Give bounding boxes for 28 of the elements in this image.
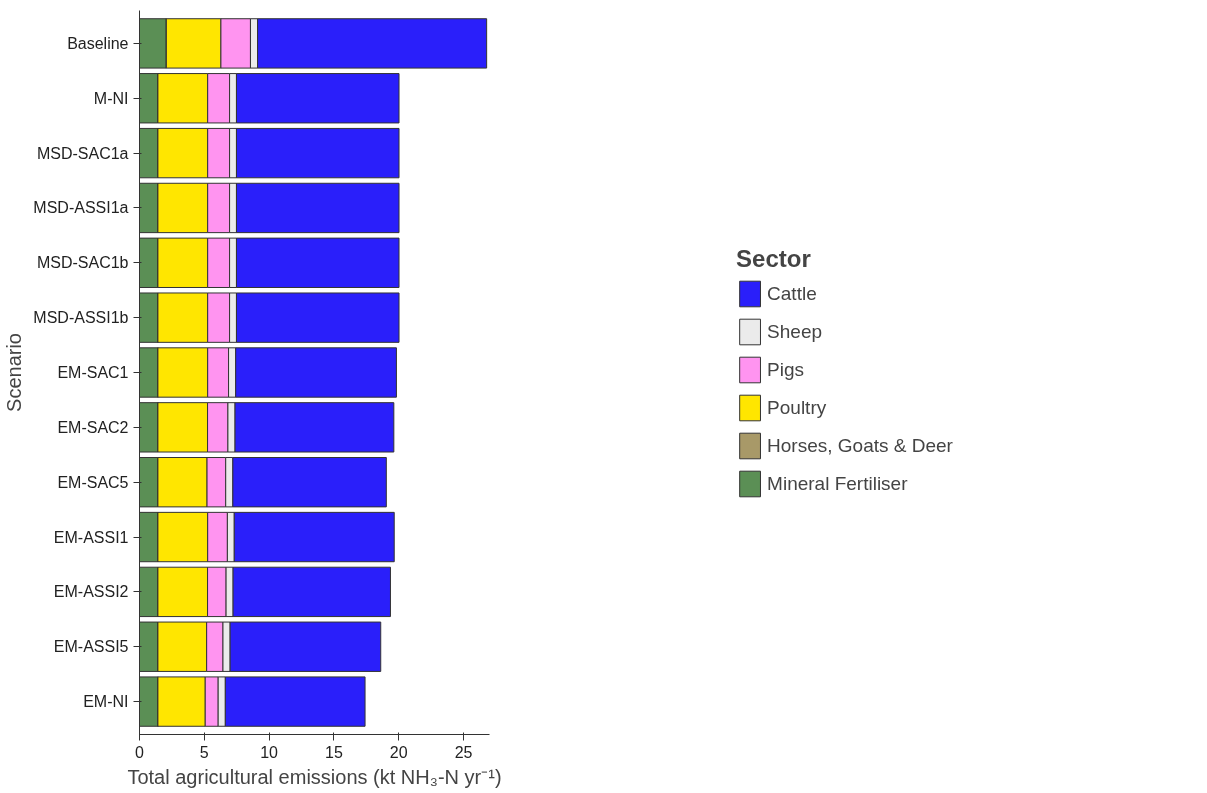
y-tick-label: MSD-SAC1b [36, 254, 129, 272]
legend-label: Mineral Fertiliser [767, 472, 908, 495]
y-tick-label: Baseline [67, 34, 129, 52]
y-tick-label: MSD-ASSI1a [33, 199, 129, 217]
x-tick-label: 20 [389, 743, 408, 761]
x-tick-label: 0 [135, 743, 145, 761]
x-axis-title: Total agricultural emissions (kt NH₃-N yr⁻¹) [127, 765, 502, 788]
y-axis-title: Scenario [3, 333, 26, 412]
legend-label: Horses, Goats & Deer [767, 434, 953, 457]
x-tick-label: 15 [325, 743, 343, 761]
y-tick-label: M-NI [93, 89, 129, 107]
x-tick-label: 25 [454, 743, 473, 761]
y-tick-label: MSD-ASSI1b [33, 309, 129, 327]
y-tick-label: EM-ASSI5 [53, 638, 129, 656]
y-tick-label: EM-NI [83, 693, 129, 711]
legend-title: Sector [736, 244, 812, 273]
legend-label: Cattle [767, 282, 817, 305]
x-tick-label: 10 [260, 743, 279, 761]
y-tick-label: EM-SAC5 [57, 473, 129, 491]
y-tick-label: EM-SAC1 [57, 364, 129, 381]
y-tick-label: EM-ASSI2 [53, 583, 129, 601]
x-tick-label: 5 [199, 743, 209, 761]
y-tick-label: MSD-SAC1a [36, 144, 129, 162]
y-tick-label: EM-SAC2 [57, 418, 129, 436]
legend-label: Sheep [767, 320, 823, 343]
y-tick-label: EM-ASSI1 [53, 528, 129, 546]
legend-label: Pigs [767, 358, 805, 381]
legend-label: Poultry [767, 396, 827, 419]
